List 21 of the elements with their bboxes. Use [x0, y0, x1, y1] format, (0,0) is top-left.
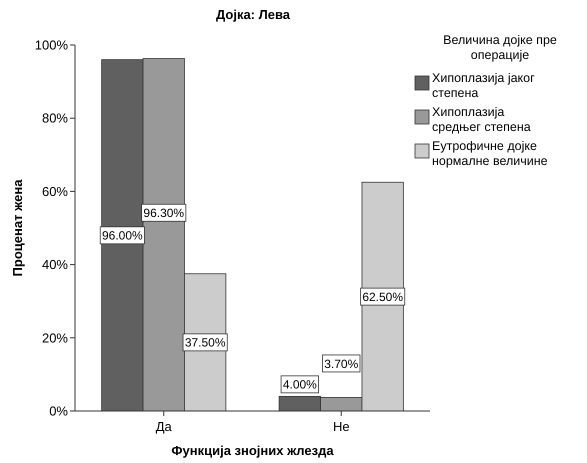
x-axis-title: Функција знојних жлезда [171, 443, 334, 458]
x-tick-label: Да [156, 419, 173, 434]
y-tick-label: 0% [49, 404, 68, 418]
chart-title: Дојка: Лева [216, 7, 291, 22]
data-label: 4.00% [282, 378, 318, 392]
data-label: 96.30% [143, 206, 184, 220]
y-tick-label: 80% [42, 110, 68, 126]
legend-label: Еутрофичне дојке нормалне величине [432, 139, 548, 168]
data-label: 37.50% [184, 336, 226, 350]
y-tick-label: 20% [42, 330, 68, 346]
data-label: 96.00% [102, 228, 144, 243]
legend-label: Хипоплазија средњег степена [432, 105, 531, 134]
y-tick-label: 100% [34, 38, 68, 52]
data-label: 3.70% [324, 356, 359, 371]
legend-label: Хипоплазија јаког степена [432, 71, 536, 100]
y-tick-label: 40% [42, 257, 68, 272]
y-tick-label: 60% [42, 184, 68, 199]
data-label: 62.50% [362, 290, 404, 304]
legend-title: Величина дојке пре операције [443, 33, 557, 62]
x-tick-label: Не [332, 419, 350, 434]
y-axis-title: Проценат жена [10, 178, 25, 276]
